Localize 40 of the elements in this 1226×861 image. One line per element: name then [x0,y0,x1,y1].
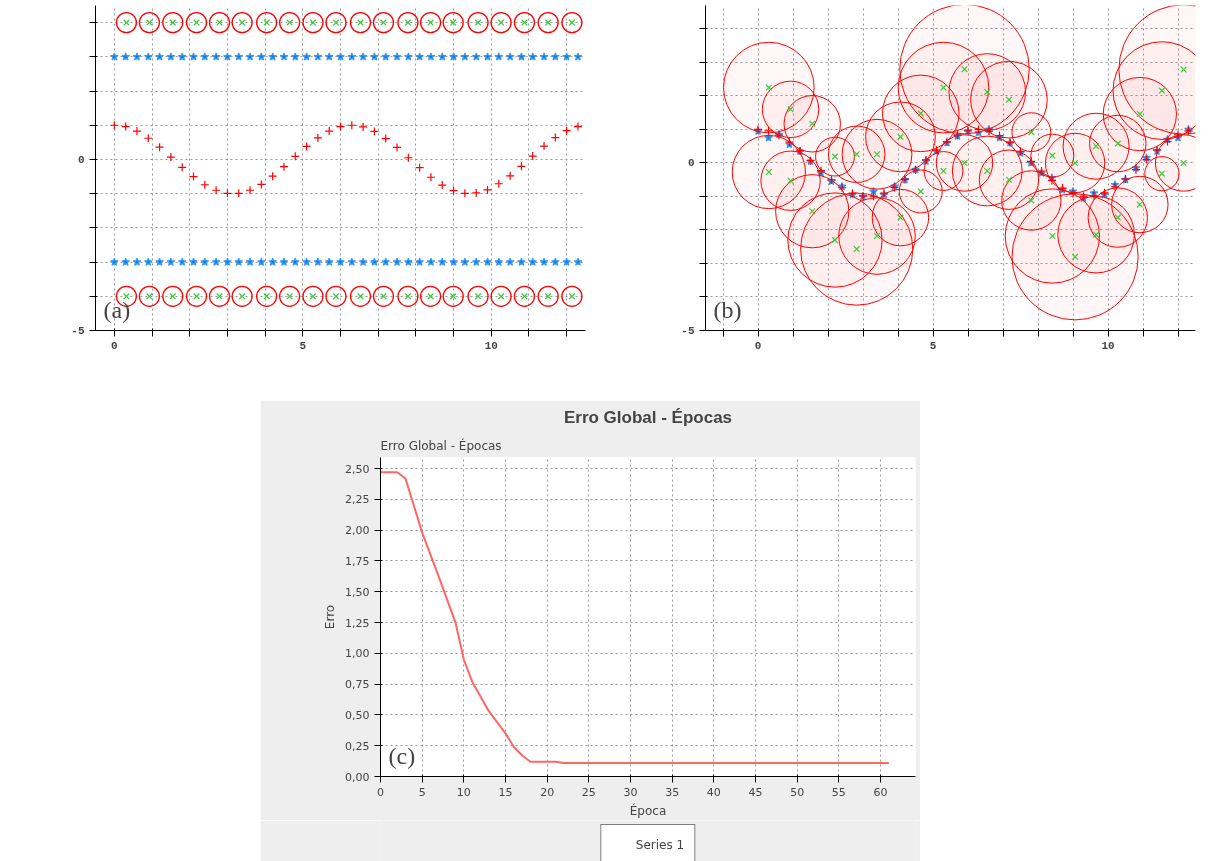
y-tick-label: 0,25 [345,739,370,753]
y-tick-label: 1,00 [345,647,370,661]
x-tick-label: 50 [790,785,805,799]
x-tick-label: 0 [111,339,118,352]
x-tick-label: 45 [748,785,763,799]
y-tick-label: 1,75 [345,554,370,568]
x-tick-label: 0 [754,339,762,352]
x-tick-label: 60 [873,785,888,799]
y-axis-title: Erro [323,604,338,630]
x-tick-label: 25 [581,785,596,799]
x-axis-title: Época [629,802,667,818]
x-tick-label: 10 [1101,339,1115,352]
y-tick-label: 0,00 [345,770,370,784]
y-tick-label: 2,00 [345,524,370,538]
y-tick-label: 1,50 [345,585,370,599]
chart-title: Erro Global - Épocas [563,407,733,427]
y-tick-label: -5 [681,325,695,337]
text: Erro Global - Épocas [380,437,502,453]
x-tick-label: 10 [484,339,498,352]
x-tick-label: 20 [540,785,555,799]
y-tick-label: 2,25 [345,493,370,507]
x-tick-label: 35 [665,785,680,799]
x-tick-label: 10 [456,785,471,799]
x-tick-label: 0 [377,785,384,799]
annotation: (b) [713,296,742,323]
annotation: (a) [103,296,131,323]
text: Series 1 [635,838,685,852]
x-tick-label: 15 [498,785,513,799]
y-tick-label: 0,75 [345,678,370,692]
y-tick-label: 1,25 [345,616,370,630]
x-tick-label: 55 [831,785,846,799]
annotation: (c) [388,742,416,769]
y-tick-label: -5 [71,325,85,337]
x-tick-label: 5 [929,339,937,352]
y-tick-label: 2,50 [345,462,370,476]
x-tick-label: 30 [623,785,638,799]
x-tick-label: 5 [299,339,307,352]
y-tick-label: 0,50 [345,708,370,722]
x-tick-label: 5 [418,785,426,799]
x-tick-label: 40 [706,785,721,799]
